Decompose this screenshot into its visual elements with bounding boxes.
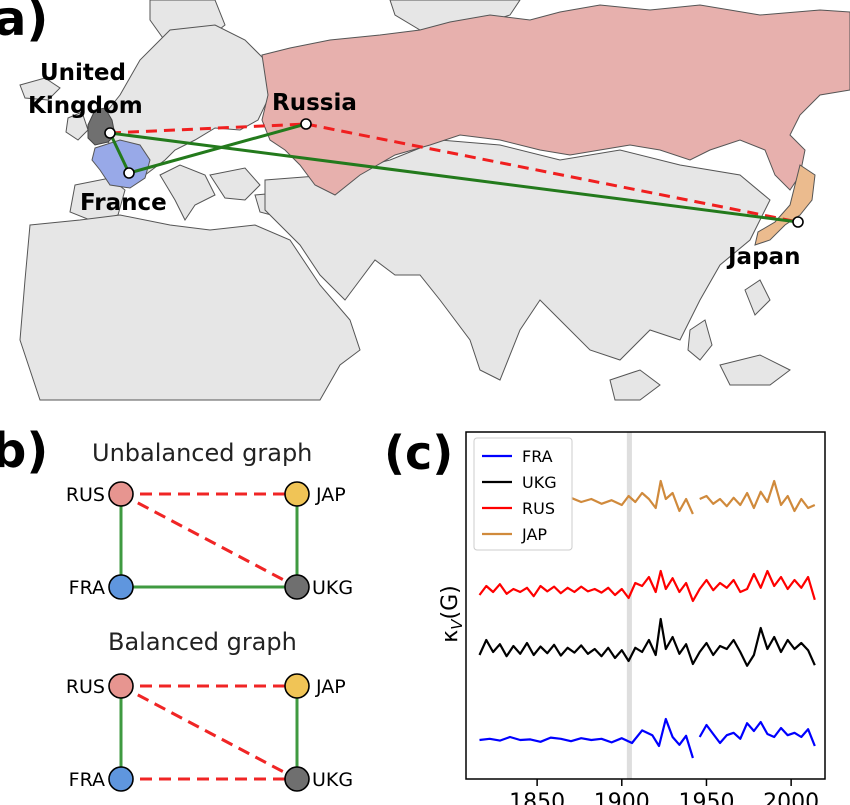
land-masses — [19, 0, 791, 401]
edge-rus-ukg — [120, 492, 298, 589]
node-label-ukg: UKG — [312, 577, 353, 599]
panel-a-letter: a) — [0, 0, 48, 47]
label-uk-line1: United — [40, 60, 126, 86]
panel-c: (c) κV(G) FRA UKG RUS JAP 1850 1900 1950 20… — [384, 426, 826, 805]
japan-region — [754, 164, 816, 246]
unbalanced-graph-title: Unbalanced graph — [92, 439, 312, 467]
x-tick-label-1900: 1900 — [594, 790, 650, 805]
label-france: France — [80, 190, 167, 216]
legend-label-ukg: UKG — [522, 473, 557, 492]
node-fra — [108, 574, 134, 600]
node-russia — [300, 118, 312, 130]
y-axis-label-paren: (G) — [438, 585, 463, 619]
node-jap — [284, 481, 310, 507]
series-line-rus — [478, 569, 816, 603]
node-ukg-b — [284, 766, 310, 792]
series-line-ukg — [478, 617, 816, 667]
russia-region — [261, 4, 850, 196]
node-ukg — [284, 574, 310, 600]
node-japan — [792, 216, 804, 228]
legend-label-fra: FRA — [522, 447, 553, 466]
y-axis-label-sub: V — [448, 618, 466, 630]
chart-legend: FRA UKG RUS JAP — [473, 437, 573, 551]
map-nodes — [104, 118, 804, 228]
edge-russia-japan — [305, 122, 799, 224]
legend-label-jap: JAP — [521, 525, 547, 544]
edge-france-russia — [128, 122, 307, 175]
node-label-rus-b: RUS — [66, 676, 105, 698]
node-jap-b — [284, 673, 310, 699]
node-label-ukg-b: UKG — [312, 769, 353, 791]
edge-rus-ukg-b — [120, 684, 298, 781]
node-label-jap: JAP — [315, 484, 346, 506]
node-label-jap-b: JAP — [315, 676, 346, 698]
x-tick-label-2000: 2000 — [763, 790, 819, 805]
y-axis-label: κV(G) — [438, 585, 466, 642]
node-rus — [108, 481, 134, 507]
node-label-fra-b: FRA — [69, 769, 105, 791]
node-label-fra: FRA — [69, 577, 105, 599]
legend-box — [473, 437, 573, 551]
label-russia: Russia — [272, 90, 357, 116]
panel-b: b) Unbalanced graph Balanced graph RUS J… — [0, 423, 353, 792]
edge-uk-france — [108, 132, 131, 174]
x-tick-label-1950: 1950 — [678, 790, 734, 805]
highlight-band — [626, 432, 632, 779]
balanced-graph-title: Balanced graph — [108, 628, 297, 656]
series-line-jap — [570, 479, 816, 515]
france-region — [91, 139, 151, 189]
unbalanced-graph: RUS JAP FRA UKG — [66, 481, 353, 600]
x-axis: 1850 1900 1950 2000 — [509, 779, 819, 805]
panel-a: United Kingdom Russia France Japan a) — [0, 0, 850, 401]
plot-frame — [465, 431, 826, 780]
chart-plot-area — [478, 432, 816, 779]
edge-uk-russia — [109, 122, 307, 135]
series-line-fra — [479, 717, 816, 759]
panel-b-letter: b) — [0, 423, 48, 479]
node-label-rus: RUS — [66, 484, 105, 506]
panel-c-letter: (c) — [384, 426, 453, 480]
label-uk-line2: Kingdom — [28, 93, 143, 119]
balanced-graph: RUS JAP FRA UKG — [66, 673, 353, 792]
x-tick-label-1850: 1850 — [509, 790, 565, 805]
node-uk — [104, 127, 116, 139]
map-edges — [108, 122, 799, 224]
node-france — [123, 167, 135, 179]
y-axis-label-main: κ — [438, 630, 463, 643]
legend-label-rus: RUS — [522, 499, 555, 518]
node-fra-b — [108, 766, 134, 792]
label-japan: Japan — [726, 244, 800, 270]
node-rus-b — [108, 673, 134, 699]
